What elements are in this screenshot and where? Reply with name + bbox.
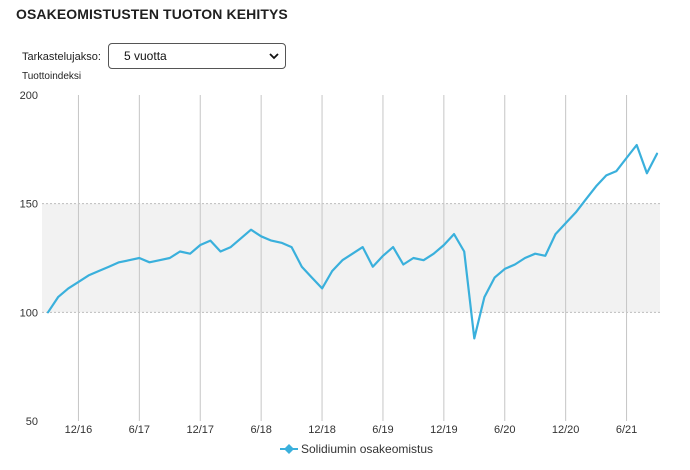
x-axis-labels: 12/16 6/17 12/17 6/18 12/18 6/19 12/19 6/20 12/2… bbox=[65, 424, 638, 436]
chevron-down-icon bbox=[267, 49, 281, 63]
band-100-150 bbox=[42, 203, 660, 313]
x-tick-label: 12/18 bbox=[308, 424, 336, 436]
y-tick-label: 100 bbox=[20, 307, 38, 319]
x-tick-label: 6/20 bbox=[494, 424, 515, 436]
x-tick-label: 6/17 bbox=[129, 424, 150, 436]
x-tick-label: 12/19 bbox=[430, 424, 458, 436]
x-tick-label: 12/16 bbox=[65, 424, 93, 436]
period-label: Tarkastelujakso: bbox=[22, 51, 101, 63]
series-line-solidium bbox=[46, 143, 659, 340]
period-select[interactable]: 5 vuotta bbox=[108, 43, 286, 69]
x-tick-label: 6/18 bbox=[250, 424, 271, 436]
y-axis-title: Tuottoindeksi bbox=[22, 71, 82, 82]
y-tick-label: 150 bbox=[20, 199, 38, 211]
x-tick-label: 6/21 bbox=[616, 424, 637, 436]
y-tick-label: 200 bbox=[20, 90, 38, 102]
period-select-value: 5 vuotta bbox=[124, 49, 167, 63]
diamond-line-icon bbox=[280, 444, 298, 454]
grid-lines bbox=[42, 95, 660, 421]
page-title: OSAKEOMISTUSTEN TUOTON KEHITYS bbox=[16, 6, 288, 22]
legend-label: Solidiumin osakeomistus bbox=[301, 442, 434, 456]
legend: Solidiumin osakeomistus bbox=[0, 441, 690, 459]
y-tick-label: 50 bbox=[26, 416, 38, 428]
x-tick-label: 12/17 bbox=[186, 424, 214, 436]
x-tick-label: 12/20 bbox=[552, 424, 580, 436]
y-axis-labels: 50 100 150 200 bbox=[20, 90, 38, 428]
x-tick-label: 6/19 bbox=[372, 424, 393, 436]
